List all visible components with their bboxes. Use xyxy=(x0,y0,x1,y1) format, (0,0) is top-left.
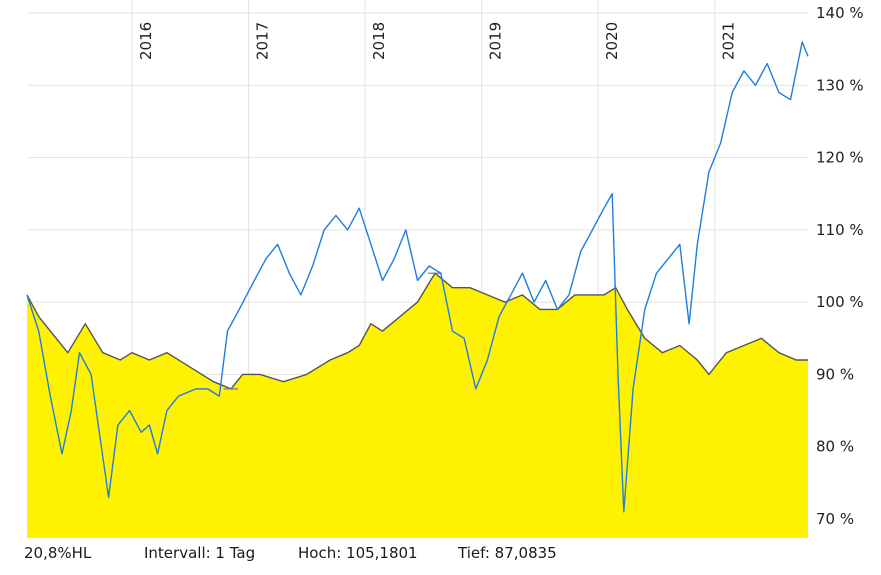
benchmark-area-series xyxy=(26,272,808,538)
chart-footer: 20,8%HL Intervall: 1 Tag Hoch: 105,1801 … xyxy=(0,538,881,575)
x-tick-label: 2019 xyxy=(487,22,505,60)
x-axis-tick-labels: 2016 2017 2018 2019 2020 2021 xyxy=(137,22,738,60)
x-tick-label: 2018 xyxy=(370,22,388,60)
performance-chart: 70 % 80 % 90 % 100 % 110 % 120 % 130 % 140 % 20… xyxy=(26,0,864,538)
fund-line-series xyxy=(26,41,809,513)
high-low-markers xyxy=(223,272,442,390)
y-tick-label: 100 % xyxy=(816,293,864,311)
low-label: Tief: 87,0835 xyxy=(458,544,557,562)
interval-label: Intervall: 1 Tag xyxy=(144,544,256,562)
benchmark-area-outline xyxy=(26,272,808,390)
y-tick-label: 130 % xyxy=(816,76,864,94)
benchmark-area-fill xyxy=(27,273,808,538)
high-label: Hoch: 105,1801 xyxy=(298,544,418,562)
fund-line xyxy=(26,41,809,513)
y-tick-label: 80 % xyxy=(816,438,854,456)
y-tick-label: 140 % xyxy=(816,4,864,22)
y-tick-label: 110 % xyxy=(816,221,864,239)
x-tick-label: 2017 xyxy=(253,22,271,60)
x-tick-label: 2016 xyxy=(137,22,155,60)
y-tick-label: 70 % xyxy=(816,510,854,528)
y-axis-tick-labels: 70 % 80 % 90 % 100 % 110 % 120 % 130 % 140 % xyxy=(816,4,864,528)
y-tick-label: 120 % xyxy=(816,149,864,167)
y-tick-label: 90 % xyxy=(816,365,854,383)
x-tick-label: 2020 xyxy=(603,22,621,60)
x-tick-label: 2021 xyxy=(720,22,738,60)
range-label: 20,8%HL xyxy=(24,544,92,562)
